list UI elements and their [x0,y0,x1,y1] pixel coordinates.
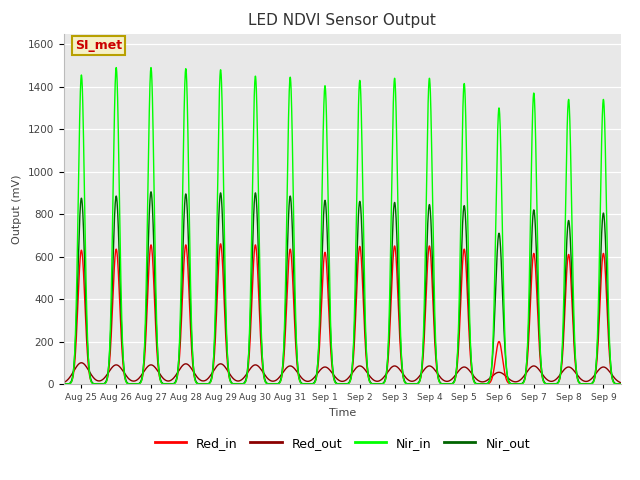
Red_in [617,381,625,387]
Title: LED NDVI Sensor Output: LED NDVI Sensor Output [248,13,436,28]
Legend: Red_in, Red_out, Nir_in, Nir_out: Red_in, Red_out, Nir_in, Nir_out [150,432,535,455]
Nir_in [611,381,618,386]
Red_in [611,381,618,386]
Red_out [77,360,85,366]
Y-axis label: Output (mV): Output (mV) [12,174,22,243]
Red_out [174,369,182,374]
Line: Nir_out: Nir_out [64,192,621,384]
Nir_out [174,364,182,370]
Nir_out [60,381,68,387]
Red_out [617,380,625,385]
Nir_out [463,250,471,256]
Line: Red_in: Red_in [64,244,621,384]
Nir_in [617,381,625,387]
X-axis label: Time: Time [329,408,356,418]
Text: SI_met: SI_met [75,39,122,52]
Nir_out [147,189,155,195]
Nir_in [60,381,68,387]
Nir_in [174,365,182,371]
Red_in [217,241,225,247]
Line: Red_out: Red_out [64,363,621,383]
Red_in [174,370,182,375]
Red_in [532,272,540,277]
Nir_out [617,381,625,387]
Nir_out [611,380,618,386]
Red_out [463,365,471,371]
Red_out [499,371,506,376]
Red_out [414,375,422,381]
Nir_in [532,147,540,153]
Nir_out [532,235,540,241]
Nir_in [499,230,506,236]
Line: Nir_in: Nir_in [64,68,621,384]
Red_out [60,380,68,385]
Nir_out [414,380,422,386]
Red_in [499,355,506,361]
Red_in [60,381,68,387]
Nir_out [499,288,506,294]
Red_in [463,282,471,288]
Nir_in [113,65,120,71]
Red_out [532,364,540,370]
Nir_in [414,381,422,386]
Nir_in [463,176,471,182]
Red_in [414,381,422,386]
Red_out [611,375,618,381]
